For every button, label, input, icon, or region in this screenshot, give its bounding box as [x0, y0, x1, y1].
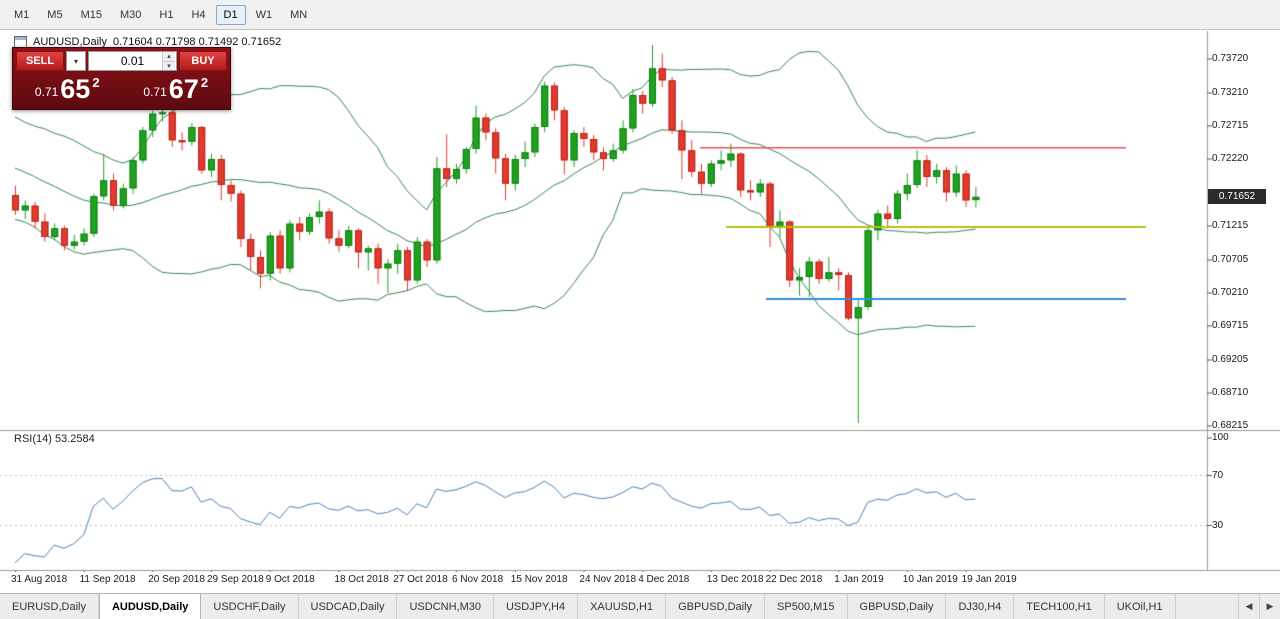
chart-title: AUDUSD,Daily 0.71604 0.71798 0.71492 0.7…	[14, 36, 281, 48]
timeframe-mn[interactable]: MN	[290, 8, 308, 21]
tab-usdchf-daily[interactable]: USDCHF,Daily	[201, 594, 299, 619]
rsi-tick-label: 70	[1212, 469, 1224, 481]
rsi-tick-label: 30	[1212, 519, 1224, 531]
timeframe-m5[interactable]: M5	[47, 8, 63, 21]
price-tick-label: 0.73720	[1212, 53, 1249, 64]
date-tick-label: 13 Dec 2018	[706, 574, 764, 585]
trade-panel-prices: 0.71 65 2 0.71 67 2	[13, 74, 230, 109]
price-tick-label: 0.73210	[1212, 87, 1249, 98]
one-click-trading-panel: SELL ▾ 0.01 ▴ ▾ BUY 0.71 65 2	[12, 47, 231, 110]
buy-price-sup: 2	[200, 75, 209, 90]
tab-usdjpy-h4[interactable]: USDJPY,H4	[494, 594, 579, 619]
date-tick-label: 24 Nov 2018	[579, 574, 637, 585]
date-tick-label: 22 Dec 2018	[765, 574, 823, 585]
spin-up-icon[interactable]: ▴	[162, 52, 175, 62]
lot-spinner[interactable]: ▴ ▾	[162, 52, 175, 70]
trade-panel-controls: SELL ▾ 0.01 ▴ ▾ BUY	[13, 48, 230, 74]
tab-sp500-m15[interactable]: SP500,M15	[765, 594, 848, 619]
timeframe-toolbar: M1 M5 M15 M30 H1 H4 D1 W1 MN	[0, 0, 1280, 30]
timeframe-h4[interactable]: H4	[191, 8, 206, 21]
lot-size-value: 0.01	[120, 54, 145, 68]
tab-dj30-h4[interactable]: DJ30,H4	[946, 594, 1015, 619]
date-tick-label: 1 Jan 2019	[834, 574, 884, 585]
sell-price[interactable]: 0.71 65 2	[13, 75, 122, 103]
lot-dropdown-icon[interactable]: ▾	[66, 51, 86, 71]
rsi-indicator-label: RSI(14) 53.2584	[14, 433, 95, 445]
chart-symbol-period: AUDUSD,Daily	[33, 36, 107, 48]
chart-ohlc-values: 0.71604 0.71798 0.71492 0.71652	[112, 36, 282, 48]
buy-price-prefix: 0.71	[143, 85, 167, 99]
timeframe-m30[interactable]: M30	[119, 8, 142, 21]
chart-tab-bar: EURUSD,Daily AUDUSD,Daily USDCHF,Daily USDC…	[0, 593, 1280, 619]
tab-xauusd-h1[interactable]: XAUUSD,H1	[578, 594, 667, 619]
price-tick-label: 0.71215	[1212, 220, 1249, 231]
date-tick-label: 18 Oct 2018	[334, 574, 389, 585]
tab-ukoil-h1[interactable]: UKOil,H1	[1105, 594, 1176, 619]
tab-usdcad-daily[interactable]: USDCAD,Daily	[299, 594, 398, 619]
tab-tech100-h1[interactable]: TECH100,H1	[1014, 594, 1105, 619]
price-tick-label: 0.69715	[1212, 320, 1249, 331]
tab-gbpusd-daily[interactable]: GBPUSD,Daily	[848, 594, 947, 619]
tab-usdcnh-m30[interactable]: USDCNH,M30	[397, 594, 494, 619]
sell-button[interactable]: SELL	[16, 51, 64, 71]
price-tick-label: 0.72220	[1212, 153, 1249, 164]
date-tick-label: 19 Jan 2019	[961, 574, 1017, 585]
tab-audusd-daily[interactable]: AUDUSD,Daily	[98, 594, 202, 619]
tab-gbpusd-daily[interactable]: GBPUSD,Daily	[666, 594, 766, 619]
current-price-badge: 0.71652	[1208, 188, 1266, 204]
price-tick-label: 0.68710	[1212, 387, 1249, 398]
date-tick-label: 11 Sep 2018	[79, 574, 136, 585]
rsi-tick-label: 100	[1212, 432, 1229, 443]
date-tick-label: 15 Nov 2018	[510, 574, 568, 585]
date-tick-label: 6 Nov 2018	[452, 574, 504, 585]
price-tick-label: 0.70210	[1212, 287, 1249, 298]
date-tick-label: 27 Oct 2018	[393, 574, 448, 585]
price-tick-label: 0.69205	[1212, 354, 1249, 365]
date-tick-label: 9 Oct 2018	[265, 574, 315, 585]
chart-tabs: EURUSD,Daily AUDUSD,Daily USDCHF,Daily USDC…	[0, 594, 1176, 619]
price-tick-label: 0.70705	[1212, 254, 1249, 265]
timeframe-d1[interactable]: D1	[215, 4, 246, 25]
tab-eurusd-daily[interactable]: EURUSD,Daily	[0, 594, 99, 619]
tab-scroll-left-icon[interactable]: ◀	[1238, 594, 1259, 619]
sell-price-big: 65	[60, 74, 91, 104]
buy-button[interactable]: BUY	[179, 51, 227, 71]
price-chart-canvas[interactable]	[0, 31, 1280, 572]
tab-scroll-arrows: ◀ ▶	[1238, 594, 1280, 619]
date-tick-label: 31 Aug 2018	[11, 574, 68, 585]
lot-size-input[interactable]: 0.01 ▴ ▾	[88, 51, 177, 71]
date-tick-label: 4 Dec 2018	[638, 574, 690, 585]
spin-down-icon[interactable]: ▾	[162, 61, 175, 70]
tab-scroll-right-icon[interactable]: ▶	[1259, 594, 1280, 619]
timeframe-m15[interactable]: M15	[80, 8, 102, 21]
date-tick-label: 29 Sep 2018	[207, 574, 264, 585]
buy-price-big: 67	[168, 74, 199, 104]
buy-price[interactable]: 0.71 67 2	[122, 75, 231, 103]
sell-price-sup: 2	[92, 75, 100, 90]
date-tick-label: 10 Jan 2019	[902, 574, 958, 585]
sell-price-prefix: 0.71	[34, 85, 59, 99]
timeframe-w1[interactable]: W1	[255, 8, 273, 21]
price-tick-label: 0.68215	[1212, 420, 1249, 431]
date-tick-label: 20 Sep 2018	[148, 574, 205, 585]
timeframe-m1[interactable]: M1	[14, 8, 30, 21]
price-tick-label: 0.72715	[1212, 120, 1249, 131]
timeframe-h1[interactable]: H1	[159, 8, 174, 21]
